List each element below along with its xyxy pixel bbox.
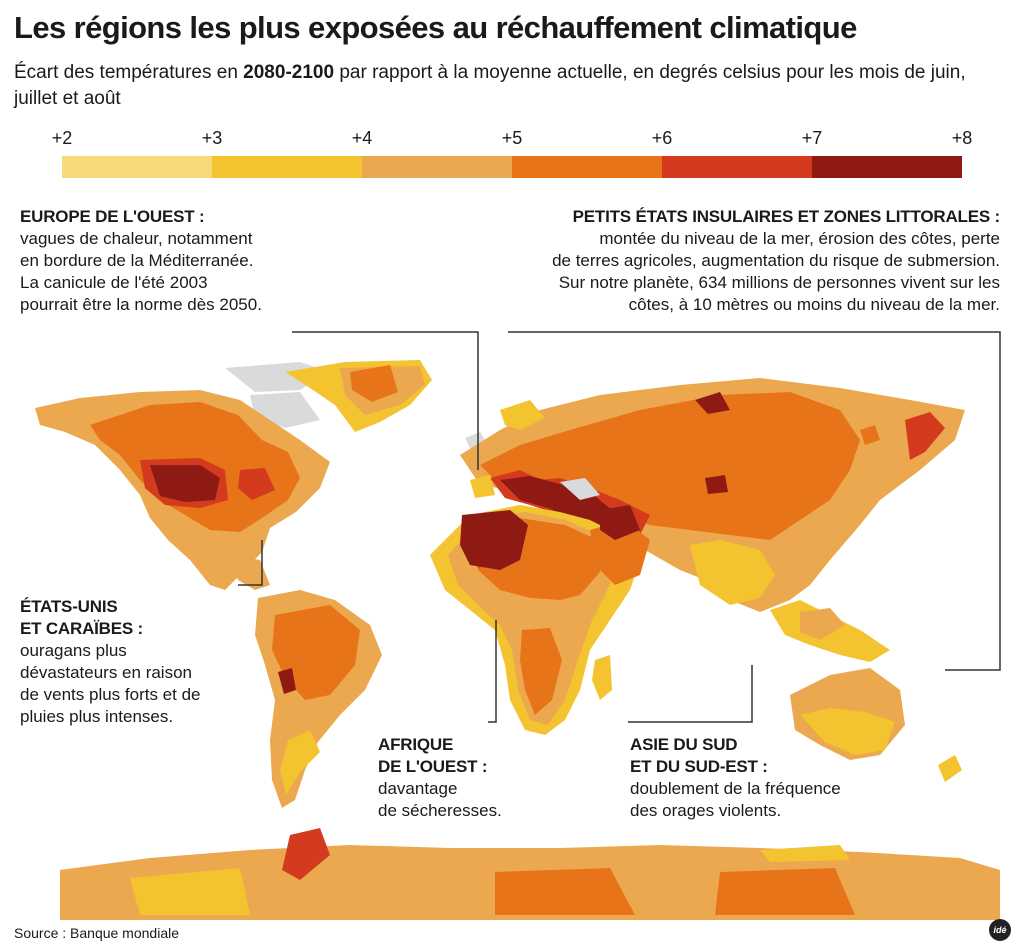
legend-tick-8: +8	[951, 128, 973, 148]
antarctica	[60, 828, 1000, 920]
callout-europe: EUROPE DE L'OUEST : vagues de chaleur, n…	[20, 206, 340, 316]
legend-swatch	[212, 156, 362, 178]
legend-swatch	[512, 156, 662, 178]
callout-africa-text: davantage de sécheresses.	[378, 779, 502, 820]
legend-tick-2: +2	[51, 128, 73, 148]
greenland	[285, 360, 432, 432]
callout-usa-text: ouragans plus dévastateurs en raison de …	[20, 641, 201, 726]
legend-tick-5: +5	[501, 128, 523, 148]
subtitle-period: 2080-2100	[243, 62, 335, 83]
callout-asia: ASIE DU SUD ET DU SUD-EST : doublement d…	[630, 734, 930, 822]
color-legend: +2 +3 +4 +5 +6 +7 +8	[52, 128, 973, 180]
legend-labels: +2 +3 +4 +5 +6 +7 +8	[52, 128, 973, 150]
callout-usa-heading: ÉTATS-UNIS ET CARAÏBES :	[20, 597, 144, 638]
africa	[430, 505, 650, 735]
australia	[790, 668, 962, 782]
source-note: Source : Banque mondiale	[14, 925, 179, 941]
north-america	[35, 390, 330, 590]
legend-tick-7: +7	[801, 128, 823, 148]
subtitle: Écart des températures en 2080-2100 par …	[14, 60, 974, 112]
callout-africa: AFRIQUE DE L'OUEST : davantage de sécher…	[378, 734, 578, 822]
legend-swatch	[362, 156, 512, 178]
legend-tick-3: +3	[201, 128, 223, 148]
leader-lines	[238, 331, 1001, 723]
southeast-asia	[770, 600, 890, 662]
callout-europe-text: vagues de chaleur, notamment en bordure …	[20, 229, 262, 314]
callout-asia-text: doublement de la fréquence des orages vi…	[630, 779, 841, 820]
subtitle-prefix: Écart des températures en	[14, 62, 244, 83]
callout-asia-heading: ASIE DU SUD ET DU SUD-EST :	[630, 735, 768, 776]
legend-swatch	[662, 156, 812, 178]
callout-africa-heading: AFRIQUE DE L'OUEST :	[378, 735, 488, 776]
callout-usa: ÉTATS-UNIS ET CARAÏBES : ouragans plus d…	[20, 596, 260, 728]
legend-tick-4: +4	[351, 128, 373, 148]
page-title: Les régions les plus exposées au réchauf…	[14, 10, 857, 45]
south-america	[255, 590, 382, 808]
world-map	[35, 331, 1001, 920]
callout-islands: PETITS ÉTATS INSULAIRES ET ZONES LITTORA…	[480, 206, 1000, 316]
legend-swatch	[62, 156, 212, 178]
brand-logo: idé	[989, 919, 1011, 941]
callout-islands-text: montée du niveau de la mer, érosion des …	[552, 229, 1000, 314]
legend-tick-6: +6	[651, 128, 673, 148]
legend-color-bar	[62, 156, 962, 178]
subtitle-suffix: par rapport à la moyenne actuelle, en de…	[14, 62, 966, 109]
legend-swatch	[812, 156, 962, 178]
callout-islands-heading: PETITS ÉTATS INSULAIRES ET ZONES LITTORA…	[572, 207, 1001, 226]
callout-europe-heading: EUROPE DE L'OUEST :	[20, 207, 205, 226]
